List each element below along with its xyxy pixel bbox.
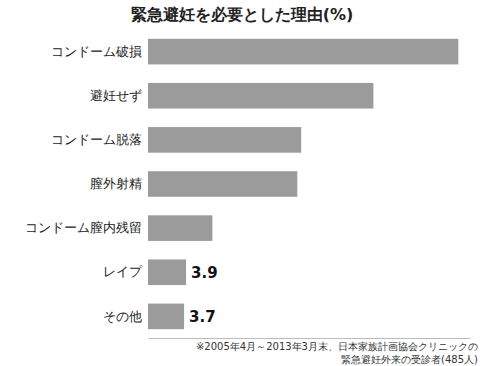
category-tick: コンドーム脱落: [51, 132, 148, 147]
category-tick: コンドーム膣内残留: [25, 220, 148, 235]
footnote: 緊急避妊外来の受診者(485人): [341, 354, 478, 365]
category-label: コンドーム膣内残留: [25, 220, 142, 235]
data-label: 3.9: [191, 264, 218, 282]
category-tick: レイプ: [103, 264, 148, 279]
category-tick: 膣外射精: [90, 176, 148, 191]
bar: [148, 304, 184, 330]
category-label: レイプ: [103, 264, 143, 279]
plot: コンドーム破損避妊せずコンドーム脱落膣外射精コンドーム膣内残留レイプその他31.…: [25, 43, 471, 338]
category-tick: その他: [103, 309, 148, 324]
category-label: 避妊せず: [90, 88, 142, 103]
category-label: コンドーム脱落: [51, 132, 142, 147]
value-axis: [149, 338, 471, 339]
value-axis-line: [149, 338, 471, 339]
category-label: コンドーム破損: [51, 44, 142, 59]
bar: [148, 83, 373, 109]
footnote: ※2005年4月～2013年3月末、日本家族計画協会クリニックの: [196, 341, 478, 352]
bars: [148, 39, 458, 329]
bar: [148, 39, 458, 65]
bar: [148, 171, 297, 197]
category-tick: 避妊せず: [90, 88, 148, 103]
bar: [148, 259, 186, 285]
chart: 緊急避妊を必要とした理由(%)コンドーム破損避妊せずコンドーム脱落膣外射精コンド…: [0, 0, 484, 366]
category-label: その他: [103, 309, 142, 324]
bar: [148, 127, 301, 153]
category-tick: コンドーム破損: [51, 44, 148, 59]
data-label: 3.7: [189, 308, 216, 326]
bars-inner: [148, 39, 458, 329]
category-label: 膣外射精: [90, 176, 142, 191]
category-axis: コンドーム破損避妊せずコンドーム脱落膣外射精コンドーム膣内残留レイプその他: [25, 44, 148, 324]
title: 緊急避妊を必要とした理由(%): [131, 5, 354, 24]
bar: [148, 215, 212, 241]
